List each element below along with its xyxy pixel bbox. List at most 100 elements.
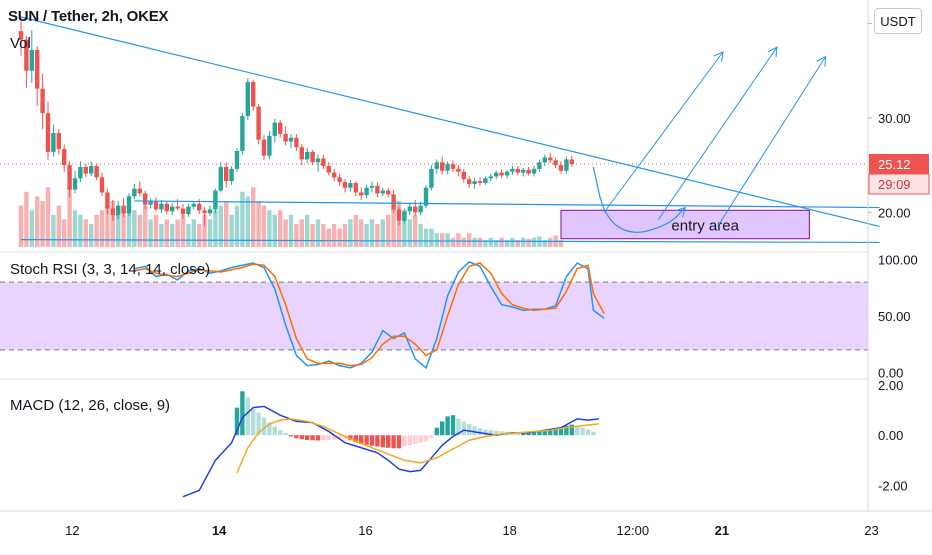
candle-body[interactable] [116,205,121,216]
candle-body[interactable] [234,150,240,169]
candle-body[interactable] [315,158,321,163]
candle-body[interactable] [467,179,472,184]
candle-body[interactable] [558,165,564,171]
candle-body[interactable] [202,210,207,214]
candle-body[interactable] [364,187,369,196]
candle-body[interactable] [121,205,126,214]
candle-body[interactable] [499,172,504,176]
candle-body[interactable] [94,166,99,178]
candle-body[interactable] [56,133,61,150]
candle-body[interactable] [99,177,105,193]
candle-body[interactable] [429,168,434,188]
projection-arrow[interactable] [657,46,778,221]
candle-body[interactable] [245,82,250,117]
macd-pane[interactable] [182,391,599,498]
candle-body[interactable] [407,206,412,212]
candle-body[interactable] [213,190,218,210]
candle-body[interactable] [472,181,477,184]
candle-body[interactable] [434,162,439,169]
candle-body[interactable] [521,169,526,173]
candle-body[interactable] [488,176,493,179]
candle-body[interactable] [251,82,256,107]
candle-body[interactable] [342,182,348,188]
candle-body[interactable] [423,187,429,206]
candle-body[interactable] [83,166,88,174]
candle-body[interactable] [413,206,418,213]
candle-body[interactable] [515,168,520,173]
trendline[interactable] [20,239,880,244]
candle-body[interactable] [229,168,234,182]
candle-body[interactable] [175,206,180,209]
candle-body[interactable] [504,171,510,176]
candle-body[interactable] [240,116,245,151]
candle-body[interactable] [477,181,483,184]
candle-body[interactable] [564,159,569,171]
candle-body[interactable] [40,88,45,114]
candle-body[interactable] [153,200,159,210]
candle-body[interactable] [569,159,574,165]
candle-body[interactable] [531,168,537,174]
candle-body[interactable] [450,164,456,169]
candle-body[interactable] [332,172,337,178]
candle-body[interactable] [288,137,294,142]
currency-button[interactable]: USDT [874,8,922,34]
candle-body[interactable] [353,183,358,193]
candle-body[interactable] [105,192,110,209]
candle-body[interactable] [402,211,407,221]
entry-area-box[interactable] [560,209,810,240]
candle-body[interactable] [110,208,115,216]
candle-body[interactable] [380,190,385,194]
candle-body[interactable] [143,193,148,205]
candle-body[interactable] [391,194,396,210]
candle-body[interactable] [18,31,24,40]
candle-body[interactable] [386,190,391,195]
candle-body[interactable] [256,106,261,140]
candle-body[interactable] [89,166,94,174]
trendline[interactable] [134,200,880,209]
candle-body[interactable] [369,185,375,188]
candle-body[interactable] [159,203,164,210]
candle-body[interactable] [72,178,78,190]
candle-body[interactable] [170,206,175,212]
candle-body[interactable] [526,169,531,174]
candle-body[interactable] [283,133,288,142]
candle-body[interactable] [261,139,267,156]
candle-body[interactable] [267,135,272,156]
candle-body[interactable] [132,188,137,197]
candle-body[interactable] [310,151,315,163]
candle-body[interactable] [494,172,499,177]
candle-body[interactable] [45,113,51,152]
candle-body[interactable] [440,162,445,171]
candle-body[interactable] [305,151,310,160]
candle-body[interactable] [186,206,191,215]
candle-body[interactable] [35,50,40,89]
candle-body[interactable] [29,50,34,71]
candle-body[interactable] [137,188,142,194]
candle-body[interactable] [51,133,56,152]
candle-body[interactable] [78,166,83,179]
candle-body[interactable] [418,205,423,213]
candle-body[interactable] [207,209,213,214]
candle-body[interactable] [553,160,558,166]
candle-body[interactable] [24,39,29,71]
candle-body[interactable] [359,192,364,196]
candle-body[interactable] [62,149,67,166]
candle-body[interactable] [299,147,304,160]
projection-arrow[interactable] [603,51,724,213]
candle-body[interactable] [218,166,223,191]
candle-body[interactable] [67,165,72,190]
candle-body[interactable] [164,203,169,212]
rsi-series-d[interactable] [134,262,605,367]
candle-body[interactable] [542,157,547,163]
candle-body[interactable] [337,177,342,183]
candle-body[interactable] [321,158,326,167]
candle-body[interactable] [224,166,229,182]
stoch-rsi-pane[interactable] [0,261,868,370]
candle-body[interactable] [375,185,380,194]
macd-series-signal[interactable] [236,418,599,474]
candle-body[interactable] [294,137,299,148]
trendline[interactable] [20,16,880,227]
macd-series-macd[interactable] [182,405,599,498]
candle-body[interactable] [326,166,331,173]
